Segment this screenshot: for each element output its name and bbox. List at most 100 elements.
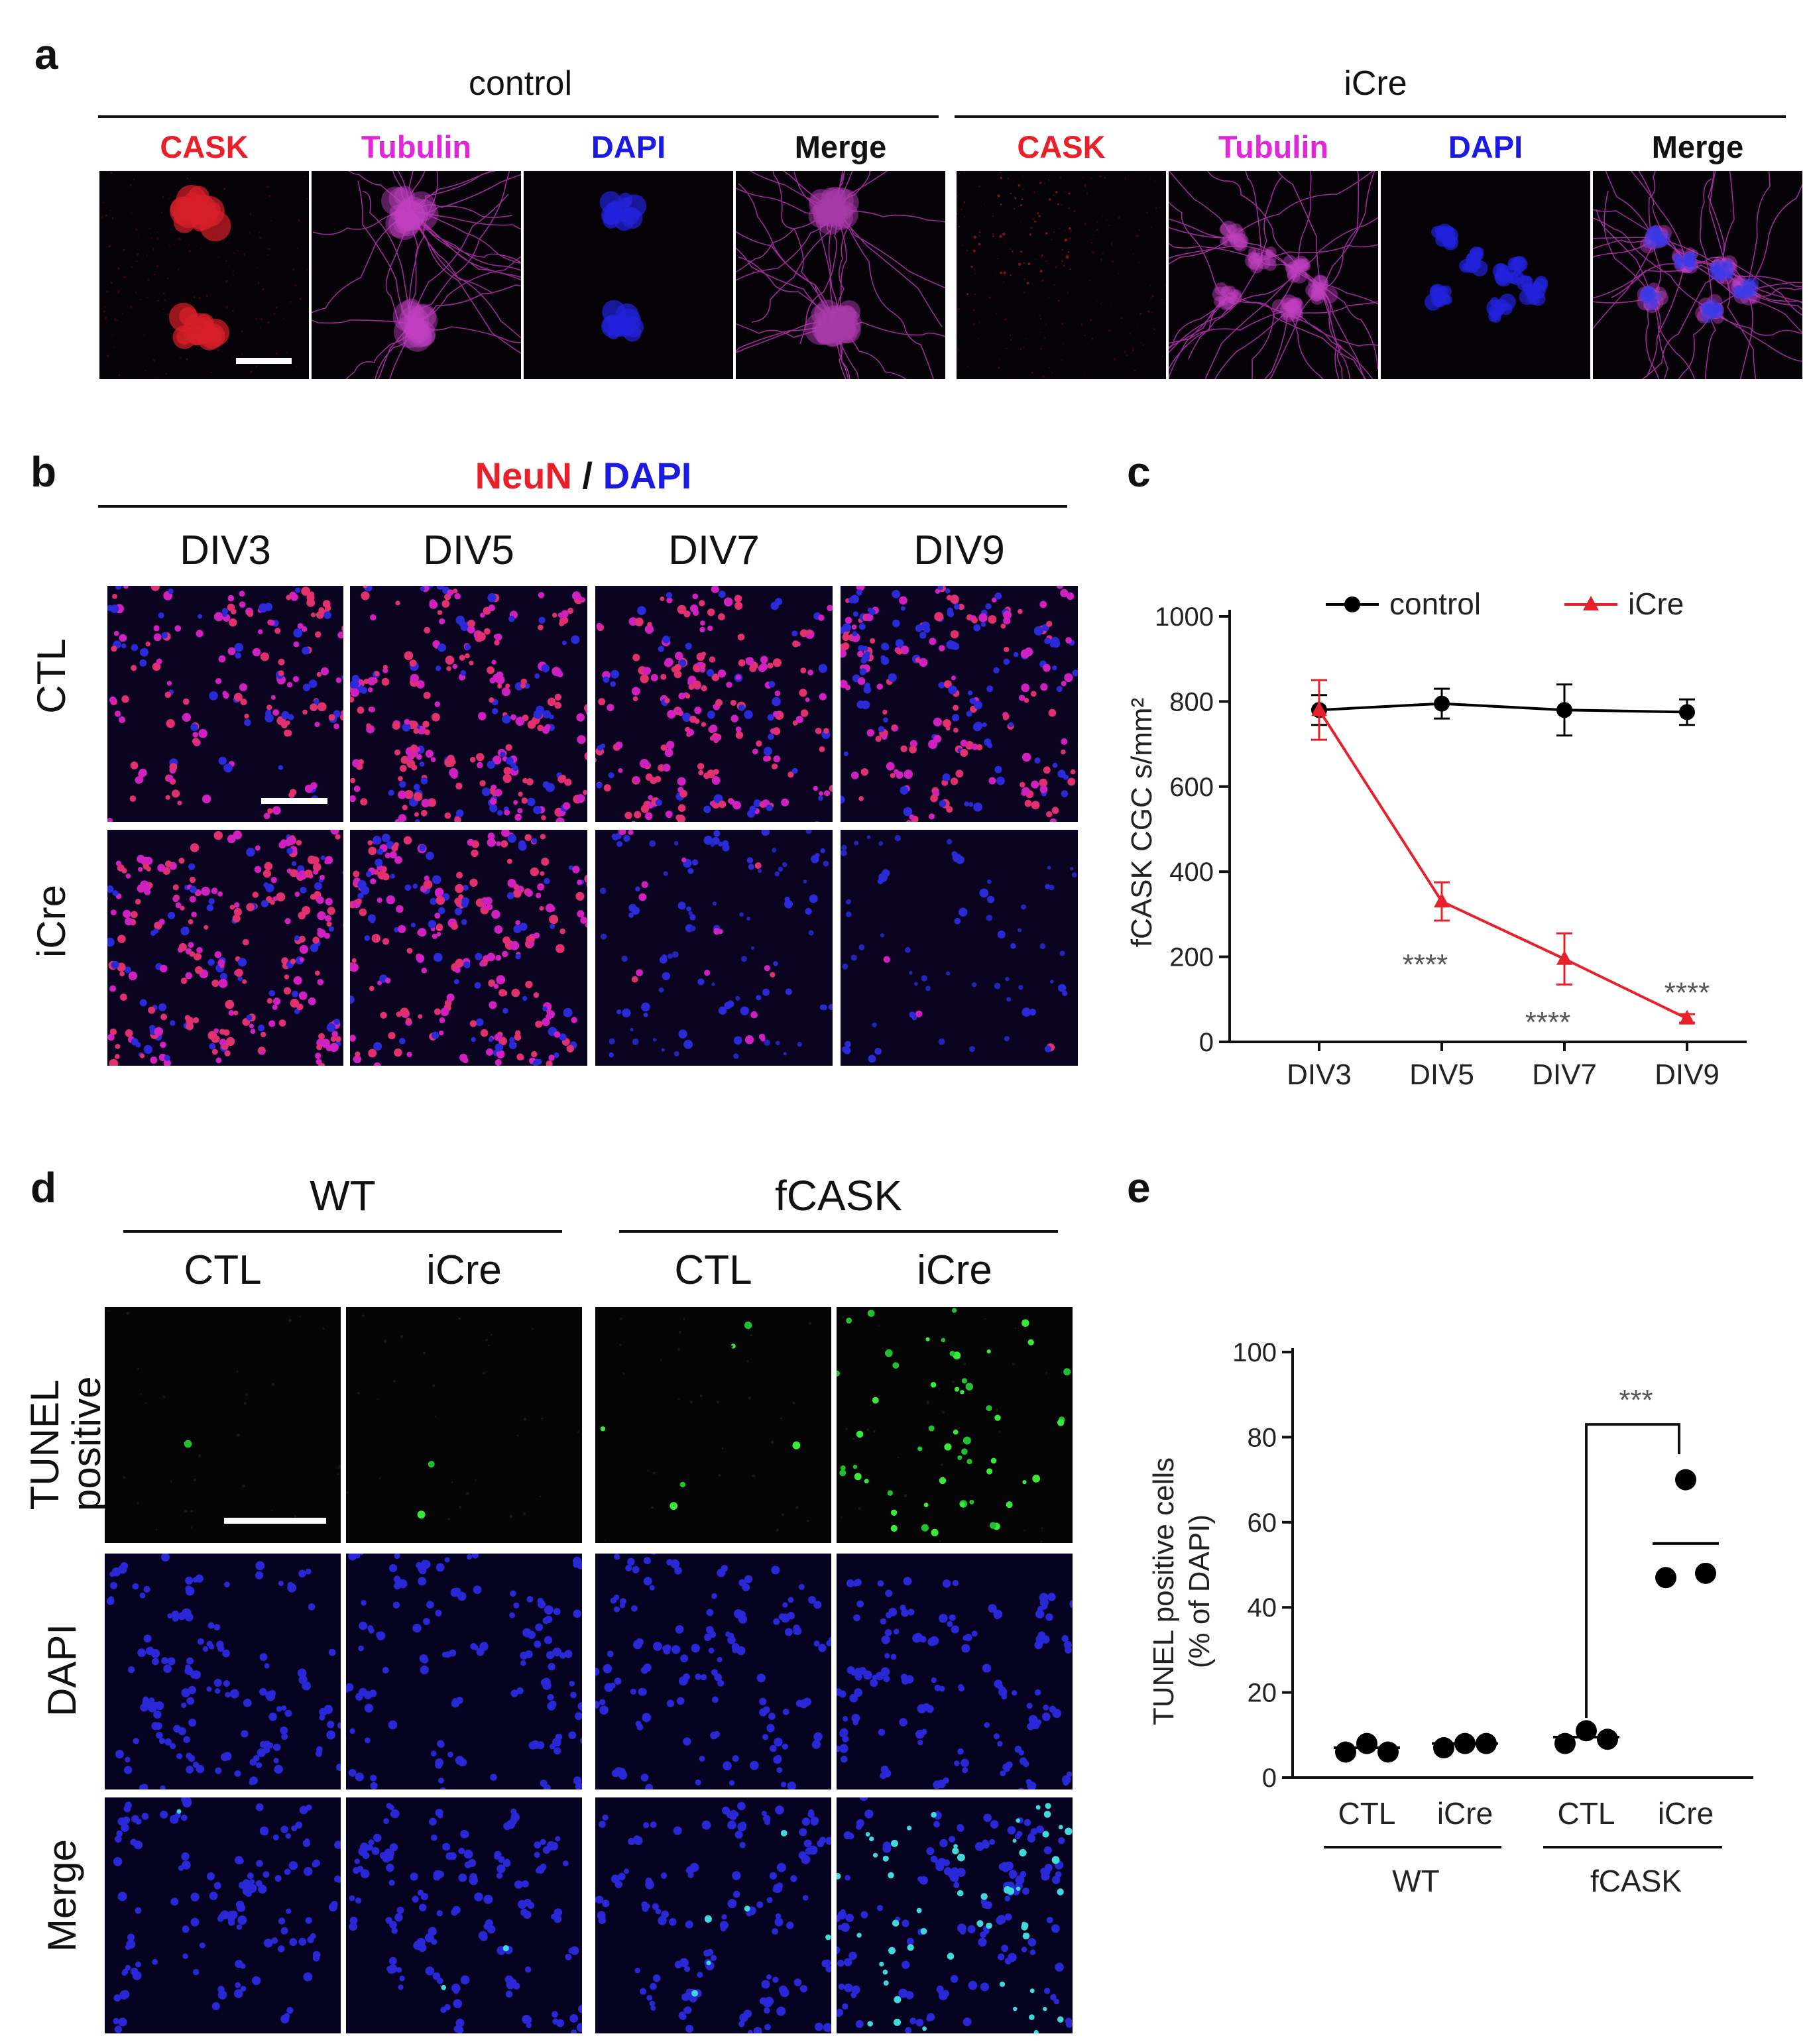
panel-e-group-label-0: WT — [1392, 1864, 1440, 1898]
panel-c-significance: **** — [1664, 977, 1710, 1009]
panel-d-group-wt: WT — [310, 1172, 376, 1220]
panel-e-ylabel-line-1: TUNEL positive cells — [1147, 1457, 1180, 1725]
panel-e-point-2-2 — [1597, 1729, 1618, 1750]
panel-a-icre-image-cask — [957, 171, 1166, 379]
panel-c-legend-marker-icre — [1583, 596, 1599, 610]
panel-c-ytick-label: 400 — [1169, 858, 1214, 887]
panel-e-point-0-0 — [1335, 1741, 1356, 1763]
panel-e-point-0-2 — [1377, 1741, 1399, 1763]
panel-c-xtick-label: DIV9 — [1655, 1058, 1720, 1091]
panel-b-image-icre-div3 — [107, 830, 343, 1066]
panel-a-icre-label-dapi: DAPI — [1448, 129, 1523, 164]
panel-d-image-merge-wt-icre — [346, 1797, 582, 2033]
panel-a-control-image-cask — [99, 171, 309, 379]
panel-a-icre-rule — [955, 115, 1786, 118]
panel-d-col-fcask-icre: iCre — [917, 1247, 992, 1293]
panel-c-ylabel: fCASK CGC s/mm² — [1127, 698, 1158, 947]
panel-c-point-icre — [1679, 1009, 1695, 1025]
panel-e-ytick-label: 80 — [1248, 1423, 1277, 1452]
panel-e-point-3-1 — [1655, 1567, 1676, 1589]
panel-b-title-sep: / — [571, 455, 603, 496]
panel-d-image-dapi-fcask-ctl — [595, 1554, 831, 1789]
panel-e-label: e — [1127, 1164, 1151, 1212]
panel-c-xtick-label: DIV7 — [1532, 1058, 1597, 1091]
panel-e-xtick-label-1: iCre — [1437, 1796, 1493, 1831]
panel-a-label: a — [34, 30, 58, 78]
panel-a-icre-label-tubulin: Tubulin — [1218, 129, 1329, 164]
panel-b-image-icre-div7 — [595, 830, 833, 1066]
panel-c-ytick-label: 1000 — [1155, 602, 1214, 632]
panel-c-ytick-label: 800 — [1169, 687, 1214, 716]
panel-a-control-image-merge — [736, 171, 945, 379]
panel-d-image-merge-wt-ctl — [105, 1797, 341, 2033]
panel-d-image-tunel-wt-icre — [346, 1307, 582, 1543]
panel-a-group-control: control — [468, 64, 573, 103]
panel-b-col-div9: DIV9 — [913, 528, 1005, 573]
panel-c-ytick-label: 600 — [1169, 773, 1214, 802]
panel-a-icre-label-cask: CASK — [1017, 129, 1106, 164]
panel-b-label: b — [30, 448, 57, 496]
panel-a-icre-image-tubulin — [1169, 171, 1378, 379]
panel-b-image-ctl-div3 — [107, 586, 343, 822]
panel-e-point-3-0 — [1675, 1469, 1696, 1491]
panel-b-title-dapi: DAPI — [603, 455, 692, 496]
panel-d-image-merge-fcask-ctl — [595, 1797, 831, 2033]
panel-c-legend-marker-control — [1344, 596, 1360, 612]
panel-d-row-merge: Merge — [40, 1839, 84, 1953]
panel-d-image-dapi-wt-ctl — [105, 1554, 341, 1789]
panel-c-ytick-label: 200 — [1169, 943, 1214, 972]
panel-a-icre-image-dapi — [1381, 171, 1590, 379]
panel-c-xtick-label: DIV5 — [1409, 1058, 1474, 1091]
panel-c-legend-label-control: control — [1389, 587, 1481, 621]
panel-c-point-icre — [1434, 893, 1450, 908]
panel-c-axes: 0 200 400 600 800 1000 DIV3 DIV5 DIV7 DIV9 fCASK C… — [1127, 602, 1747, 1091]
panel-c-chart: 0 200 400 600 800 1000 DIV3 DIV5 DIV7 DIV9 fCASK C… — [1127, 587, 1747, 1091]
panel-e-point-3-2 — [1695, 1562, 1716, 1584]
panel-e-group-label-1: fCASK — [1590, 1864, 1682, 1898]
panel-d-wt-rule — [123, 1230, 562, 1233]
panel-e-point-1-0 — [1433, 1737, 1454, 1759]
panel-b-image-ctl-div5 — [350, 586, 587, 822]
panel-d-image-tunel-fcask-icre — [837, 1307, 1073, 1543]
panel-e-significance-bracket — [1585, 1423, 1680, 1719]
panel-d-image-dapi-fcask-icre — [837, 1554, 1073, 1789]
panel-b-image-icre-div9 — [841, 830, 1078, 1066]
panel-e-xtick-label-2: CTL — [1558, 1796, 1615, 1831]
panel-d-col-wt-icre: iCre — [426, 1247, 502, 1293]
panel-a-control-rule — [98, 115, 939, 118]
panel-e-ytick-label: 60 — [1248, 1508, 1277, 1538]
panel-a-control-image-tubulin — [312, 171, 521, 379]
panel-d-group-fcask: fCASK — [774, 1172, 903, 1220]
panel-b-row-icre: iCre — [29, 885, 74, 958]
panel-c-ytick-label: 0 — [1199, 1028, 1214, 1057]
panel-d-image-tunel-wt-ctl — [105, 1307, 341, 1543]
panel-e-ylabel-line-2: (% of DAPI) — [1183, 1514, 1216, 1668]
panel-b-row-ctl: CTL — [29, 638, 74, 714]
panel-e-axes: 0 20 40 60 80 100 TUNEL positive cells (% of DA… — [1147, 1338, 1753, 1898]
panel-e-xtick-label-3: iCre — [1658, 1796, 1714, 1831]
panel-b-col-div3: DIV3 — [180, 528, 271, 573]
panel-c-point-control — [1556, 702, 1572, 718]
panel-c-point-icre — [1556, 950, 1572, 965]
panel-d-col-wt-ctl: CTL — [184, 1247, 262, 1293]
panel-c-legend-label-icre: iCre — [1628, 587, 1684, 621]
panel-d-label: d — [30, 1164, 57, 1212]
panel-e-ytick-label: 20 — [1248, 1679, 1277, 1708]
panel-c-line-icre — [1318, 709, 1688, 1020]
panel-e-ytick-label: 0 — [1262, 1764, 1277, 1793]
panel-e-ytick-label: 100 — [1232, 1338, 1277, 1367]
panel-e-point-0-1 — [1356, 1732, 1377, 1754]
panel-b-col-div7: DIV7 — [668, 528, 760, 573]
panel-d-row-tunel: TUNEL positive — [23, 1377, 109, 1511]
panel-a-icre-label-merge: Merge — [1651, 129, 1744, 164]
panel-d-row-dapi: DAPI — [40, 1623, 84, 1717]
panel-d-image-tunel-fcask-ctl — [595, 1307, 831, 1543]
panel-b-title: NeuN / DAPI — [99, 457, 1067, 494]
panel-e-chart: 0 20 40 60 80 100 TUNEL positive cells (% of DA… — [1147, 1338, 1753, 1898]
panel-b-image-ctl-div9 — [841, 586, 1078, 822]
panel-c-label: c — [1127, 448, 1151, 496]
panel-e-xtick-label-0: CTL — [1338, 1796, 1396, 1831]
panel-c-significance: **** — [1403, 948, 1448, 981]
panel-a-control-label-dapi: DAPI — [591, 129, 666, 164]
panel-b-title-neun: NeuN — [475, 455, 572, 496]
